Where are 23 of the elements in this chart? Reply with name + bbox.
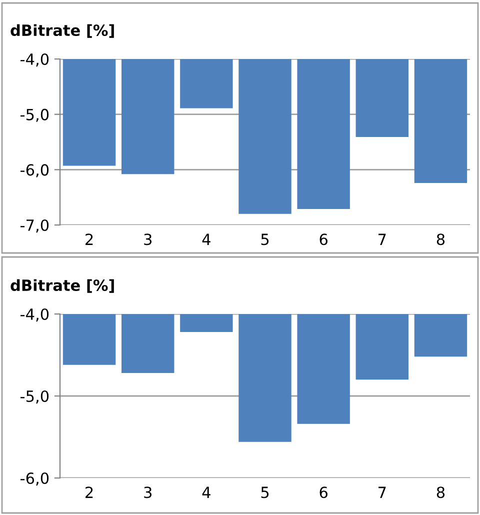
x-tick-label: 6 bbox=[320, 234, 328, 246]
y-tick-label: -4,0 bbox=[20, 53, 49, 67]
x-tick-label: 7 bbox=[378, 234, 386, 245]
y-tick-label: -5,0 bbox=[20, 390, 49, 404]
x-tick-label: 8 bbox=[436, 486, 445, 498]
x-tick-label: 6 bbox=[320, 486, 328, 498]
x-tick-label: 3 bbox=[144, 486, 152, 498]
chart-title: dBitrate [%] bbox=[10, 24, 114, 38]
chart-title: dBitrate [%] bbox=[10, 279, 114, 293]
x-tick-label: 5 bbox=[261, 486, 269, 498]
x-tick-label: 8 bbox=[436, 234, 445, 246]
y-tick-label: -5,0 bbox=[20, 108, 49, 122]
x-tick-label: 3 bbox=[144, 234, 152, 246]
y-tick-label: -6,0 bbox=[20, 472, 49, 486]
x-tick-label: 2 bbox=[86, 486, 93, 498]
y-tick-label: -4,0 bbox=[20, 308, 49, 322]
y-tick-label: -7,0 bbox=[20, 219, 49, 233]
y-tick-label: -6,0 bbox=[20, 164, 49, 178]
x-tick-label: 7 bbox=[378, 486, 386, 498]
x-tick-label: 2 bbox=[86, 234, 93, 245]
x-tick-label: 4 bbox=[202, 234, 210, 245]
x-tick-label: 5 bbox=[261, 234, 269, 246]
x-tick-label: 4 bbox=[202, 486, 210, 498]
